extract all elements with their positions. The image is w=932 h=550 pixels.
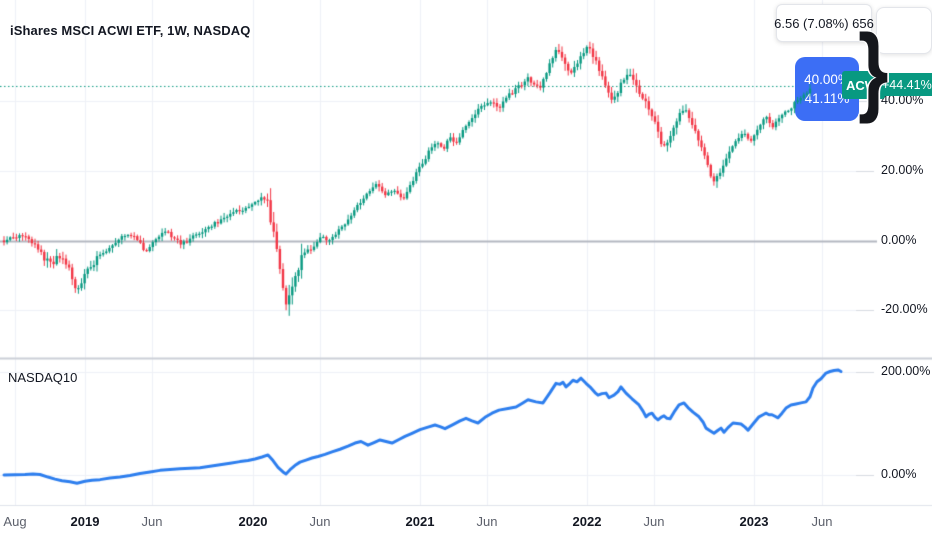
time-axis-label: Jun xyxy=(476,514,498,529)
time-axis-label: 2023 xyxy=(739,514,769,529)
time-axis-label: 2020 xyxy=(238,514,268,529)
time-axis-label: 2022 xyxy=(572,514,602,529)
time-axis[interactable]: Aug 2019 Jun 2020 Jun 2021 Jun 2022 Jun 2023 Jun xyxy=(0,505,932,550)
price-axis-label: 200.00% xyxy=(881,364,931,378)
price-range-brace-icon: } xyxy=(858,14,889,124)
price-axis-label: -20.00% xyxy=(881,302,928,317)
time-axis-label: 2021 xyxy=(405,514,435,529)
pane-symbol-label[interactable]: NASDAQ10 xyxy=(8,370,78,385)
time-axis-label: Jun xyxy=(309,514,331,529)
time-axis-label: Aug xyxy=(3,514,27,529)
price-axis-label: 0.00% xyxy=(881,467,917,481)
price-axis-label: 20.00% xyxy=(881,162,924,177)
time-axis-label: 2019 xyxy=(70,514,100,529)
time-axis-label: Jun xyxy=(643,514,665,529)
time-axis-label: Jun xyxy=(141,514,163,529)
price-axis-label: 0.00% xyxy=(881,232,917,247)
symbol-title[interactable]: iShares MSCI ACWI ETF, 1W, NASDAQ xyxy=(10,23,251,38)
time-axis-label: Jun xyxy=(811,514,833,529)
